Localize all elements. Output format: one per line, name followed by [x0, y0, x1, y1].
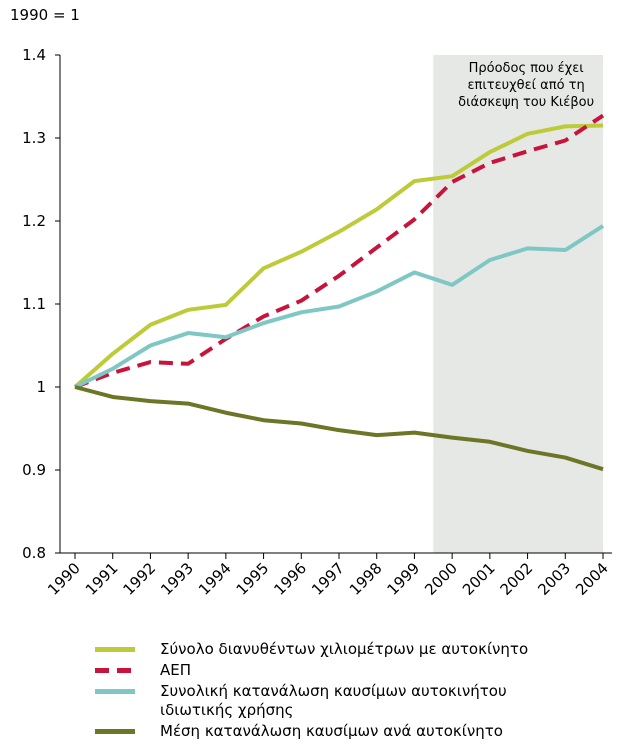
x-tick-label: 1992	[120, 559, 160, 599]
legend-item: Συνολική κατανάλωση καυσίμων αυτοκινήτου…	[0, 682, 617, 720]
x-tick-label: 2000	[421, 559, 461, 599]
x-tick-label: 1999	[384, 559, 424, 599]
x-tick-label: 1997	[308, 559, 348, 599]
y-tick-label: 1.2	[22, 212, 46, 230]
legend-swatch	[95, 682, 135, 701]
series-line	[73, 123, 604, 389]
y-tick-label: 1.3	[22, 129, 46, 147]
x-tick-label: 1991	[82, 559, 122, 599]
x-tick-label: 2003	[534, 559, 574, 599]
legend-swatch	[95, 661, 135, 680]
legend-label: Μέση κατανάλωση καυσίμων ανά αυτοκίνητο	[160, 722, 503, 740]
legend-item: Σύνολο διανυθέντων χιλιομέτρων με αυτοκί…	[0, 640, 617, 659]
legend-label: ΑΕΠ	[160, 661, 192, 679]
x-tick-label: 1996	[270, 559, 310, 599]
x-tick-label: 1994	[195, 559, 235, 599]
x-tick-label: 2002	[497, 559, 537, 599]
y-tick-label: 1.4	[22, 46, 46, 64]
x-tick-label: 1998	[346, 559, 386, 599]
highlight-period	[433, 55, 603, 553]
series-line	[74, 224, 605, 389]
y-tick-label: 0.9	[22, 461, 46, 479]
y-axis-unit: 1990 = 1	[10, 6, 80, 24]
chart: 1990 = 1 Πρόοδος που έχει επιτευχθεί από …	[10, 6, 612, 599]
y-tick-label: 0.8	[22, 544, 46, 562]
x-tick-label: 1993	[157, 559, 197, 599]
x-tick-label: 2001	[459, 559, 499, 599]
legend-swatch	[95, 722, 135, 741]
y-tick-label: 1.1	[22, 295, 46, 313]
annotation: διάσκεψη του Κιέβου	[458, 95, 594, 110]
series-line	[74, 385, 604, 472]
y-tick-label: 1	[36, 378, 46, 396]
legend-item: ΑΕΠ	[0, 661, 617, 680]
legend-swatch	[95, 640, 135, 659]
x-tick-label: 2004	[572, 559, 612, 599]
series-line	[74, 113, 605, 389]
annotation: επιτευχθεί από τη	[468, 78, 585, 93]
legend-item: Μέση κατανάλωση καυσίμων ανά αυτοκίνητο	[0, 722, 617, 741]
legend-label: Συνολική κατανάλωση καυσίμων αυτοκινήτου…	[160, 682, 507, 719]
legend-label: Σύνολο διανυθέντων χιλιομέτρων με αυτοκί…	[160, 640, 529, 658]
x-tick-label: 1995	[233, 559, 273, 599]
x-tick-label: 1990	[44, 559, 84, 599]
annotation: Πρόοδος που έχει	[469, 61, 584, 76]
legend: Σύνολο διανυθέντων χιλιομέτρων με αυτοκί…	[0, 640, 617, 743]
